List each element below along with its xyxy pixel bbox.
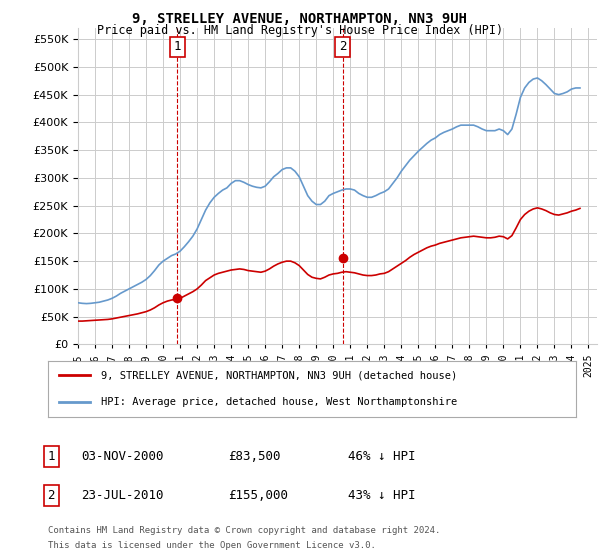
Text: 9, STRELLEY AVENUE, NORTHAMPTON, NN3 9UH (detached house): 9, STRELLEY AVENUE, NORTHAMPTON, NN3 9UH…	[101, 370, 457, 380]
Text: Contains HM Land Registry data © Crown copyright and database right 2024.: Contains HM Land Registry data © Crown c…	[48, 526, 440, 535]
Text: 9, STRELLEY AVENUE, NORTHAMPTON, NN3 9UH: 9, STRELLEY AVENUE, NORTHAMPTON, NN3 9UH	[133, 12, 467, 26]
Text: 03-NOV-2000: 03-NOV-2000	[81, 450, 163, 463]
Text: 46% ↓ HPI: 46% ↓ HPI	[348, 450, 415, 463]
Text: HPI: Average price, detached house, West Northamptonshire: HPI: Average price, detached house, West…	[101, 396, 457, 407]
Text: 1: 1	[173, 40, 181, 54]
Text: 43% ↓ HPI: 43% ↓ HPI	[348, 489, 415, 502]
Text: £83,500: £83,500	[228, 450, 281, 463]
Text: This data is licensed under the Open Government Licence v3.0.: This data is licensed under the Open Gov…	[48, 542, 376, 550]
Text: 2: 2	[339, 40, 346, 54]
Text: £155,000: £155,000	[228, 489, 288, 502]
Text: 1: 1	[47, 450, 55, 463]
Text: Price paid vs. HM Land Registry's House Price Index (HPI): Price paid vs. HM Land Registry's House …	[97, 24, 503, 36]
Text: 2: 2	[47, 489, 55, 502]
Text: 23-JUL-2010: 23-JUL-2010	[81, 489, 163, 502]
